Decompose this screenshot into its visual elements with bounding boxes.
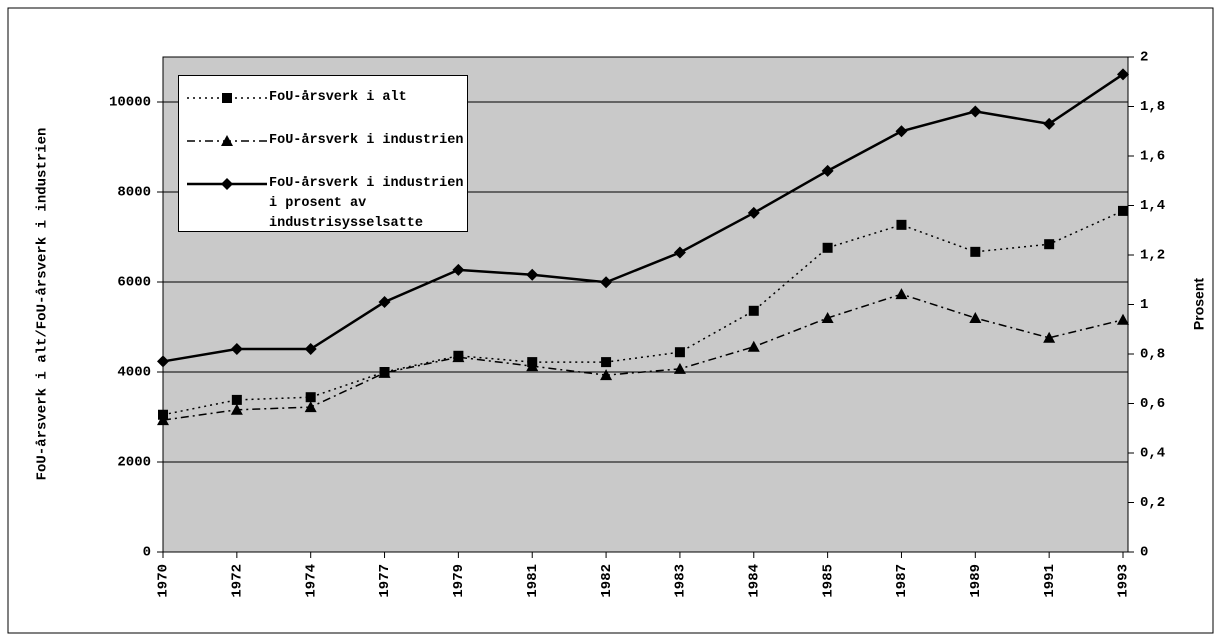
y2-axis-label: Prosent — [1191, 278, 1207, 330]
y-tick-label: 2000 — [117, 455, 151, 471]
x-tick-label: 1991 — [1042, 564, 1058, 598]
legend-swatch — [187, 93, 267, 103]
x-tick-label: 1989 — [968, 564, 984, 598]
marker — [673, 246, 686, 259]
series-line — [162, 73, 1124, 363]
marker — [1043, 117, 1056, 130]
y2-tick-label: 1 — [1140, 297, 1148, 313]
marker — [600, 369, 613, 381]
marker — [526, 268, 539, 281]
marker — [1044, 239, 1055, 250]
y2-tick-label: 0 — [1140, 545, 1148, 561]
y-tick-label: 0 — [143, 545, 151, 561]
y2-tick-label: 1,4 — [1140, 198, 1165, 214]
x-tick-label: 1974 — [303, 564, 319, 598]
y-tick-label: 4000 — [117, 365, 151, 381]
marker — [230, 403, 243, 415]
frame — [7, 7, 1214, 634]
y2-tick-label: 1,6 — [1140, 149, 1165, 165]
marker — [305, 392, 316, 403]
y-tick-label: 6000 — [117, 275, 151, 291]
marker — [304, 401, 317, 413]
marker — [378, 366, 391, 378]
y2-tick-label: 2 — [1140, 50, 1148, 66]
marker — [452, 351, 465, 363]
marker — [1118, 205, 1128, 216]
marker — [157, 355, 169, 368]
x-tick-label: 1982 — [599, 564, 615, 598]
marker — [747, 206, 760, 219]
marker — [970, 246, 981, 257]
marker — [601, 357, 612, 368]
marker — [1117, 68, 1129, 81]
legend-label: FoU-årsverk i alt — [269, 90, 407, 105]
x-tick-label: 1981 — [525, 564, 541, 598]
y2-tick-label: 0,2 — [1140, 495, 1165, 511]
y-tick-label: 8000 — [117, 185, 151, 201]
marker — [221, 178, 233, 190]
marker — [231, 394, 242, 405]
marker — [157, 414, 169, 426]
series-line — [162, 293, 1124, 421]
marker — [896, 219, 907, 230]
marker — [969, 312, 982, 323]
y2-tick-label: 1,8 — [1140, 99, 1165, 115]
marker — [674, 347, 685, 358]
marker — [221, 135, 233, 146]
x-tick-label: 1985 — [820, 564, 836, 598]
marker — [895, 288, 908, 300]
y-axis-label: FoU-årsverk i alt/FoU-årsverk i industri… — [35, 128, 51, 481]
marker — [222, 93, 232, 103]
marker — [1043, 331, 1056, 343]
x-tick-label: 1983 — [673, 564, 689, 598]
legend: FoU-årsverk i alt FoU-årsverk i industrie… — [178, 75, 468, 232]
marker — [821, 312, 834, 323]
marker — [452, 263, 465, 276]
y2-tick-label: 0,6 — [1140, 396, 1165, 412]
x-tick-label: 1972 — [230, 564, 246, 598]
legend-label: FoU-årsverk i industrien i prosent av in… — [269, 176, 464, 231]
legend-label: FoU-årsverk i industrien — [269, 133, 464, 148]
marker — [822, 242, 833, 253]
legend-swatch — [187, 135, 267, 146]
x-tick-label: 1979 — [451, 564, 467, 598]
marker — [378, 296, 391, 309]
y2-tick-label: 0,4 — [1140, 446, 1165, 462]
marker — [821, 164, 834, 177]
marker — [600, 276, 613, 289]
marker — [673, 362, 686, 374]
y-tick-label: 10000 — [109, 95, 151, 111]
marker — [304, 343, 317, 356]
marker — [895, 125, 908, 138]
y2-tick-label: 0,8 — [1140, 347, 1165, 363]
marker — [1117, 313, 1129, 325]
x-tick-label: 1993 — [1116, 564, 1132, 598]
marker — [969, 105, 982, 118]
x-tick-label: 1987 — [894, 564, 910, 598]
x-tick-label: 1970 — [156, 564, 172, 598]
marker — [526, 360, 539, 372]
series-line — [162, 210, 1124, 416]
marker — [230, 343, 243, 356]
marker — [747, 340, 760, 352]
x-tick-label: 1977 — [377, 564, 393, 598]
marker — [748, 305, 759, 316]
x-tick-label: 1984 — [746, 564, 762, 598]
legend-swatch — [187, 178, 267, 190]
y2-tick-label: 1,2 — [1140, 248, 1165, 264]
